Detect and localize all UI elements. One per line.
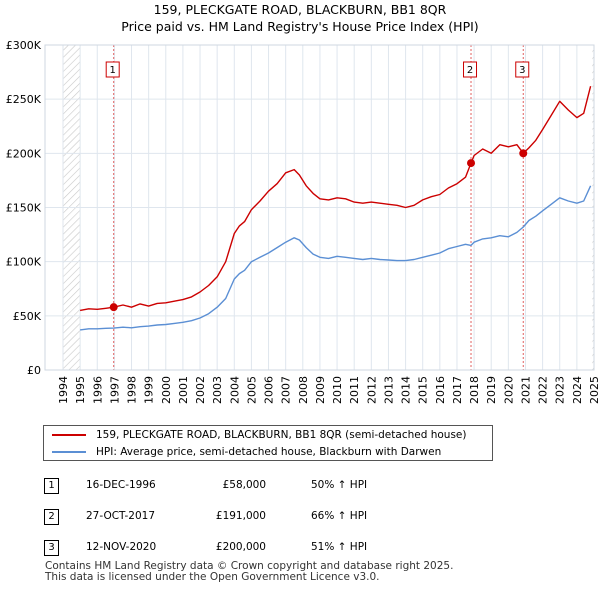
x-tick-label: 2018 [468,376,481,404]
sale-hpi-change: 51% ↑ HPI [311,541,368,553]
x-tick-label: 2023 [554,376,567,404]
legend-item-hpi: HPI: Average price, semi-detached house,… [52,444,441,460]
sale-price: £191,000 [215,510,266,522]
sale-marker: 3 [44,540,59,556]
sale-date: 12-NOV-2020 [86,541,157,553]
sale-marker-label: 1 [110,65,116,76]
legend-property-label: 159, PLECKGATE ROAD, BLACKBURN, BB1 8QR … [96,429,467,441]
y-tick-label: £150K [6,202,42,215]
property-line-swatch [52,434,86,436]
x-tick-label: 2011 [348,376,361,404]
y-tick-label: £200K [6,147,42,160]
y-tick-label: £50K [13,310,42,323]
x-tick-label: 2002 [194,376,207,404]
sale-point [109,303,118,312]
x-tick-label: 2012 [365,376,378,404]
x-tick-label: 1997 [108,376,121,404]
chart-title: 159, PLECKGATE ROAD, BLACKBURN, BB1 8QR [153,2,447,17]
x-tick-label: 2010 [331,376,344,404]
legend-hpi-label: HPI: Average price, semi-detached house,… [96,446,442,458]
sale-marker-box [105,61,120,78]
x-tick-label: 2004 [228,376,241,404]
sale-hpi-change: 66% ↑ HPI [311,510,368,522]
sale-date: 16-DEC-1996 [86,479,156,491]
x-tick-label: 2000 [160,376,173,404]
plot-frame [44,44,595,371]
x-tick-label: 2025 [588,376,600,404]
hpi-line-swatch [52,451,86,453]
x-tick-label: 2021 [519,376,532,404]
y-tick-label: £100K [6,256,42,269]
x-tick-label: 2017 [451,376,464,404]
x-tick-label: 1996 [91,376,104,404]
x-tick-label: 1995 [74,376,87,404]
x-tick-label: 2020 [502,376,515,404]
footer-copyright: Contains HM Land Registry data © Crown c… [45,560,454,572]
sale-marker-box [463,61,478,78]
x-tick-label: 2024 [571,376,584,404]
x-tick-label: 2003 [211,376,224,404]
x-tick-label: 2007 [280,376,293,404]
sale-hpi-change: 50% ↑ HPI [311,479,368,491]
x-tick-label: 2019 [485,376,498,404]
price-chart: 1 2 3 1994 1995 1996 1997 1998 1999 2000 2001 2002… [6,39,600,404]
x-tick-label: 2015 [417,376,430,404]
x-tick-label: 2014 [400,376,413,404]
sale-price: £200,000 [215,541,266,553]
x-tick-label: 2013 [382,376,395,404]
sale-price: £58,000 [222,479,266,491]
y-tick-label: £300K [6,39,42,52]
sale-row: 3 12-NOV-2020 £200,000 51% ↑ HPI [0,537,600,557]
x-tick-label: 2005 [245,376,258,404]
chart-subtitle: Price paid vs. HM Land Registry's House … [121,19,479,34]
footer: Contains HM Land Registry data © Crown c… [45,561,453,583]
sale-date: 27-OCT-2017 [86,510,155,522]
x-tick-label: 1998 [126,376,139,404]
y-tick-label: £0 [27,364,41,377]
x-tick-label: 2009 [314,376,327,404]
x-tick-label: 2006 [263,376,276,404]
x-tick-label: 2001 [177,376,190,404]
x-tick-label: 1994 [57,376,70,404]
hpi-line [80,185,592,331]
sale-point [467,159,476,168]
property-price-line [79,86,592,312]
legend-item-property: 159, PLECKGATE ROAD, BLACKBURN, BB1 8QR … [52,427,466,443]
x-tick-label: 2016 [434,376,447,404]
x-tick-label: 2022 [537,376,550,404]
sale-row: 2 27-OCT-2017 £191,000 66% ↑ HPI [0,506,600,526]
sale-marker: 1 [44,478,59,494]
sale-marker-label: 3 [519,65,525,76]
sale-marker-box [515,61,530,78]
y-tick-label: £250K [6,93,42,106]
legend: 159, PLECKGATE ROAD, BLACKBURN, BB1 8QR … [43,425,493,461]
sale-marker-label: 2 [467,65,473,76]
sale-marker: 2 [44,509,59,525]
x-tick-label: 1999 [143,376,156,404]
sale-row: 1 16-DEC-1996 £58,000 50% ↑ HPI [0,475,600,495]
footer-license: This data is licensed under the Open Gov… [45,571,380,583]
x-tick-label: 2008 [297,376,310,404]
sale-point [519,149,528,158]
